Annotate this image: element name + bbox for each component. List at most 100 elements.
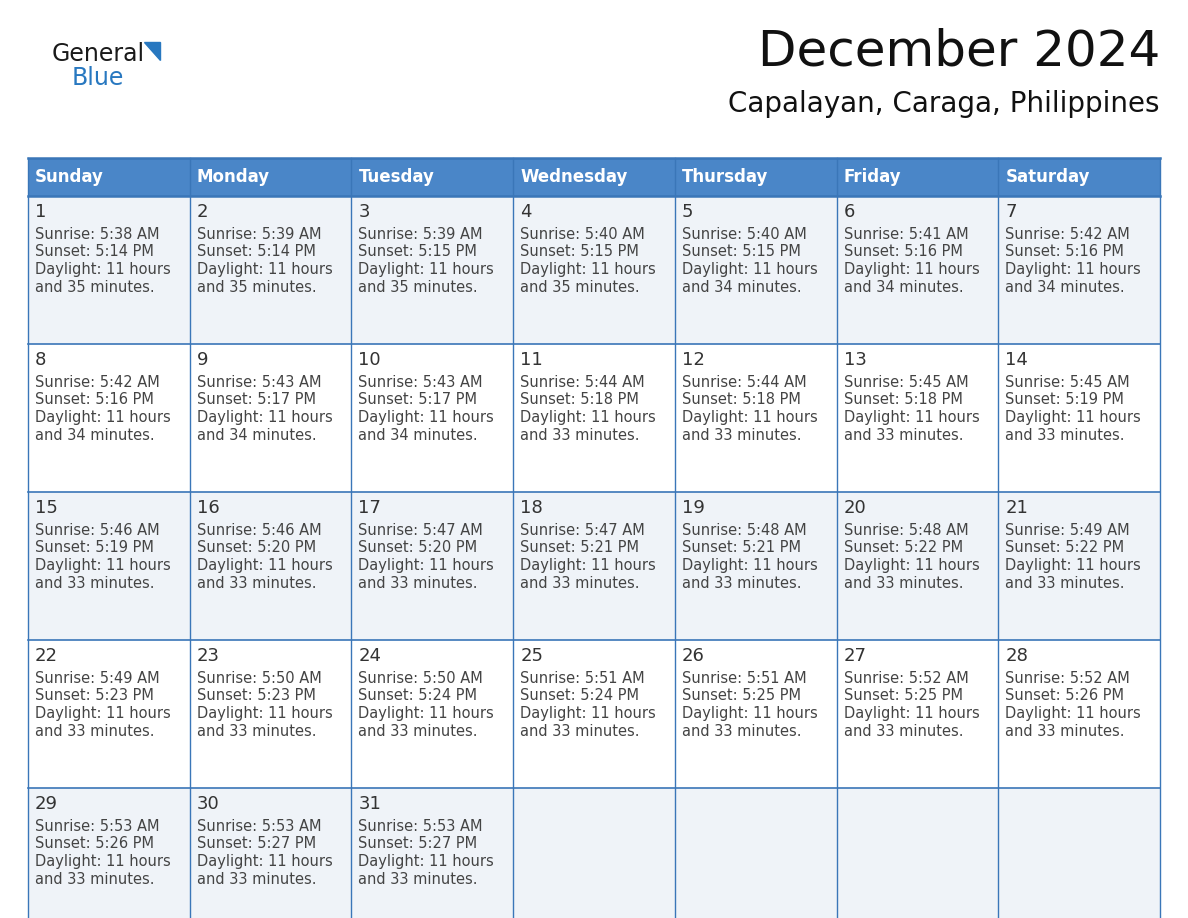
- Text: Sunset: 5:18 PM: Sunset: 5:18 PM: [520, 393, 639, 408]
- Bar: [190, 492, 352, 640]
- Bar: [513, 492, 675, 640]
- Text: Daylight: 11 hours: Daylight: 11 hours: [843, 706, 979, 721]
- Text: Sunday: Sunday: [34, 168, 103, 186]
- Text: Daylight: 11 hours: Daylight: 11 hours: [1005, 558, 1140, 573]
- Text: Sunset: 5:23 PM: Sunset: 5:23 PM: [34, 688, 154, 703]
- Text: 28: 28: [1005, 647, 1028, 665]
- Text: Sunset: 5:23 PM: Sunset: 5:23 PM: [197, 688, 316, 703]
- Bar: [352, 788, 513, 918]
- Text: 10: 10: [359, 351, 381, 369]
- Text: Sunrise: 5:41 AM: Sunrise: 5:41 AM: [843, 227, 968, 242]
- Text: 11: 11: [520, 351, 543, 369]
- Text: 4: 4: [520, 203, 532, 221]
- Text: and 34 minutes.: and 34 minutes.: [359, 428, 478, 442]
- Text: Daylight: 11 hours: Daylight: 11 hours: [359, 558, 494, 573]
- Text: Daylight: 11 hours: Daylight: 11 hours: [520, 706, 656, 721]
- Text: and 33 minutes.: and 33 minutes.: [197, 576, 316, 590]
- Text: 23: 23: [197, 647, 220, 665]
- Text: Sunrise: 5:48 AM: Sunrise: 5:48 AM: [843, 523, 968, 538]
- Text: General: General: [52, 42, 145, 66]
- Text: Friday: Friday: [843, 168, 902, 186]
- Bar: [675, 640, 836, 788]
- Text: Sunrise: 5:46 AM: Sunrise: 5:46 AM: [197, 523, 321, 538]
- Text: Monday: Monday: [197, 168, 270, 186]
- Text: Daylight: 11 hours: Daylight: 11 hours: [682, 262, 817, 277]
- Text: Saturday: Saturday: [1005, 168, 1089, 186]
- Text: Daylight: 11 hours: Daylight: 11 hours: [34, 706, 171, 721]
- Text: Daylight: 11 hours: Daylight: 11 hours: [1005, 262, 1140, 277]
- Polygon shape: [144, 42, 160, 60]
- Bar: [29, 492, 190, 640]
- Text: Sunrise: 5:52 AM: Sunrise: 5:52 AM: [843, 671, 968, 686]
- Text: Sunset: 5:14 PM: Sunset: 5:14 PM: [197, 244, 316, 260]
- Bar: [29, 788, 190, 918]
- Text: 15: 15: [34, 499, 58, 517]
- Text: 14: 14: [1005, 351, 1028, 369]
- Text: Daylight: 11 hours: Daylight: 11 hours: [682, 706, 817, 721]
- Text: Sunset: 5:20 PM: Sunset: 5:20 PM: [197, 541, 316, 555]
- Text: and 34 minutes.: and 34 minutes.: [1005, 279, 1125, 295]
- Text: Sunrise: 5:50 AM: Sunrise: 5:50 AM: [197, 671, 322, 686]
- Bar: [190, 788, 352, 918]
- Text: 29: 29: [34, 795, 58, 813]
- Text: Sunrise: 5:39 AM: Sunrise: 5:39 AM: [359, 227, 484, 242]
- Text: 20: 20: [843, 499, 866, 517]
- Text: Sunrise: 5:50 AM: Sunrise: 5:50 AM: [359, 671, 484, 686]
- Text: Sunset: 5:15 PM: Sunset: 5:15 PM: [359, 244, 478, 260]
- Text: Daylight: 11 hours: Daylight: 11 hours: [359, 706, 494, 721]
- Text: 24: 24: [359, 647, 381, 665]
- Text: 5: 5: [682, 203, 694, 221]
- Text: 22: 22: [34, 647, 58, 665]
- Bar: [513, 158, 675, 196]
- Bar: [513, 344, 675, 492]
- Text: and 34 minutes.: and 34 minutes.: [197, 428, 316, 442]
- Text: Daylight: 11 hours: Daylight: 11 hours: [34, 558, 171, 573]
- Bar: [836, 788, 998, 918]
- Text: Sunrise: 5:49 AM: Sunrise: 5:49 AM: [34, 671, 159, 686]
- Text: Daylight: 11 hours: Daylight: 11 hours: [1005, 410, 1140, 425]
- Text: Daylight: 11 hours: Daylight: 11 hours: [682, 558, 817, 573]
- Text: Blue: Blue: [72, 66, 125, 90]
- Bar: [190, 344, 352, 492]
- Text: and 33 minutes.: and 33 minutes.: [197, 871, 316, 887]
- Text: Sunrise: 5:43 AM: Sunrise: 5:43 AM: [359, 375, 484, 390]
- Text: Sunset: 5:21 PM: Sunset: 5:21 PM: [682, 541, 801, 555]
- Text: and 34 minutes.: and 34 minutes.: [682, 279, 802, 295]
- Text: Daylight: 11 hours: Daylight: 11 hours: [197, 558, 333, 573]
- Text: Sunset: 5:16 PM: Sunset: 5:16 PM: [34, 393, 154, 408]
- Text: Thursday: Thursday: [682, 168, 769, 186]
- Text: 18: 18: [520, 499, 543, 517]
- Text: and 33 minutes.: and 33 minutes.: [359, 576, 478, 590]
- Text: and 33 minutes.: and 33 minutes.: [520, 428, 639, 442]
- Text: and 35 minutes.: and 35 minutes.: [359, 279, 478, 295]
- Text: and 33 minutes.: and 33 minutes.: [1005, 576, 1125, 590]
- Text: 8: 8: [34, 351, 46, 369]
- Text: and 34 minutes.: and 34 minutes.: [843, 279, 963, 295]
- Text: Daylight: 11 hours: Daylight: 11 hours: [197, 706, 333, 721]
- Text: Sunset: 5:15 PM: Sunset: 5:15 PM: [682, 244, 801, 260]
- Text: Sunset: 5:24 PM: Sunset: 5:24 PM: [359, 688, 478, 703]
- Text: December 2024: December 2024: [758, 28, 1159, 76]
- Text: 7: 7: [1005, 203, 1017, 221]
- Text: Sunrise: 5:47 AM: Sunrise: 5:47 AM: [359, 523, 484, 538]
- Text: 13: 13: [843, 351, 866, 369]
- Text: Sunset: 5:14 PM: Sunset: 5:14 PM: [34, 244, 154, 260]
- Text: Sunset: 5:22 PM: Sunset: 5:22 PM: [843, 541, 962, 555]
- Bar: [352, 196, 513, 344]
- Text: Sunset: 5:19 PM: Sunset: 5:19 PM: [1005, 393, 1124, 408]
- Text: Sunset: 5:21 PM: Sunset: 5:21 PM: [520, 541, 639, 555]
- Text: Sunrise: 5:40 AM: Sunrise: 5:40 AM: [520, 227, 645, 242]
- Text: Sunrise: 5:44 AM: Sunrise: 5:44 AM: [520, 375, 645, 390]
- Text: and 33 minutes.: and 33 minutes.: [520, 576, 639, 590]
- Text: Sunset: 5:27 PM: Sunset: 5:27 PM: [197, 836, 316, 852]
- Text: Daylight: 11 hours: Daylight: 11 hours: [359, 262, 494, 277]
- Text: and 33 minutes.: and 33 minutes.: [34, 871, 154, 887]
- Text: Sunrise: 5:49 AM: Sunrise: 5:49 AM: [1005, 523, 1130, 538]
- Text: and 33 minutes.: and 33 minutes.: [682, 576, 802, 590]
- Bar: [836, 196, 998, 344]
- Text: Sunrise: 5:45 AM: Sunrise: 5:45 AM: [843, 375, 968, 390]
- Bar: [836, 640, 998, 788]
- Text: Sunset: 5:26 PM: Sunset: 5:26 PM: [34, 836, 154, 852]
- Bar: [998, 344, 1159, 492]
- Text: 27: 27: [843, 647, 866, 665]
